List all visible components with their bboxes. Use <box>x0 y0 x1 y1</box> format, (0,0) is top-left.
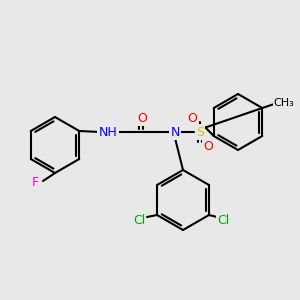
Text: O: O <box>203 140 213 152</box>
Text: Cl: Cl <box>133 214 145 226</box>
Text: F: F <box>32 176 39 190</box>
Text: NH: NH <box>99 125 117 139</box>
Text: O: O <box>137 112 147 124</box>
Text: S: S <box>196 125 204 139</box>
Text: N: N <box>170 125 180 139</box>
Text: CH₃: CH₃ <box>274 98 295 108</box>
Text: Cl: Cl <box>217 214 229 226</box>
Text: O: O <box>187 112 197 124</box>
